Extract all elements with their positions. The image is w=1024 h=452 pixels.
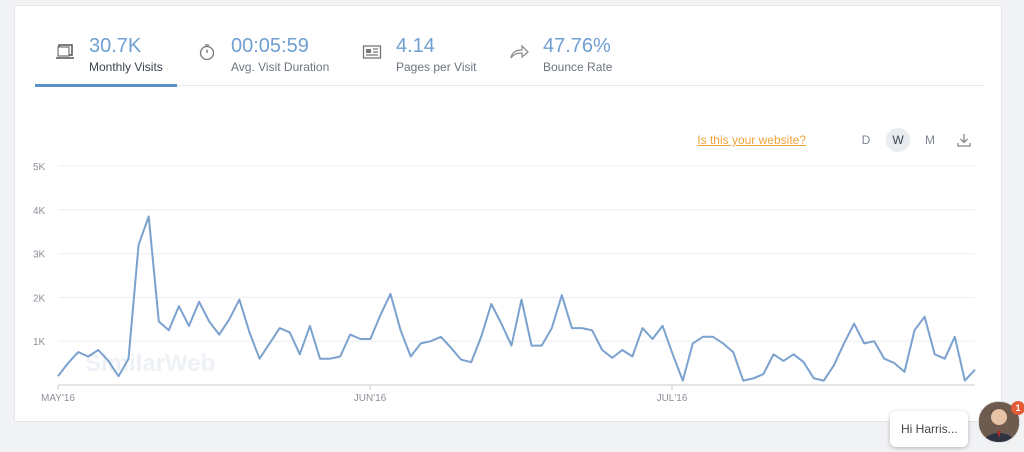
x-axis: MAY'16 JUN'16 JUL'16 <box>41 384 975 404</box>
metric-tabs: 30.7K Monthly Visits 00:05:59 Avg. Visit… <box>35 26 985 86</box>
is-this-your-website-link[interactable]: Is this your website? <box>697 133 806 147</box>
y-tick-label: 4K <box>33 206 46 217</box>
granularity-monthly[interactable]: M <box>925 133 935 147</box>
y-tick-label: 1K <box>33 337 46 348</box>
chart-grid <box>58 165 975 342</box>
tab-pages-per-visit[interactable]: 4.14 Pages per Visit <box>360 26 477 86</box>
x-tick-label: JUN'16 <box>354 393 387 404</box>
pages-per-visit-label: Pages per Visit <box>396 60 477 74</box>
visit-duration-value: 00:05:59 <box>231 35 309 57</box>
notification-badge: 1 <box>1011 401 1024 415</box>
monitor-icon <box>53 40 77 64</box>
y-tick-label: 3K <box>33 250 46 261</box>
download-icon[interactable] <box>952 128 976 152</box>
tab-monthly-visits[interactable]: 30.7K Monthly Visits <box>53 26 163 86</box>
pages-icon <box>360 40 384 64</box>
active-tab-indicator <box>35 84 177 87</box>
visits-line-chart: 1K 2K 3K 4K 5K MAY'16 JUN'16 JUL'16 SimilarWeb <box>33 162 976 404</box>
chart-toolbar: Is this your website? D W M <box>697 128 976 152</box>
series-line <box>57 215 976 382</box>
similarweb-watermark: SimilarWeb <box>85 350 215 377</box>
traffic-card: 30.7K Monthly Visits 00:05:59 Avg. Visit… <box>14 5 1002 422</box>
bounce-rate-label: Bounce Rate <box>543 60 613 74</box>
stopwatch-icon <box>195 40 219 64</box>
x-tick-label: JUL'16 <box>657 393 688 404</box>
y-tick-label: 5K <box>33 162 46 173</box>
visit-duration-label: Avg. Visit Duration <box>231 60 330 74</box>
y-axis-ticks: 1K 2K 3K 4K 5K <box>33 162 46 348</box>
monthly-visits-label: Monthly Visits <box>89 60 163 74</box>
tab-bounce-rate[interactable]: 47.76% Bounce Rate <box>507 26 612 86</box>
tab-divider <box>35 85 985 86</box>
chat-preview[interactable]: Hi Harris... <box>890 411 968 447</box>
pages-per-visit-value: 4.14 <box>396 35 435 57</box>
x-tick-label: MAY'16 <box>41 393 75 404</box>
bounce-rate-value: 47.76% <box>543 35 611 57</box>
tab-visit-duration[interactable]: 00:05:59 Avg. Visit Duration <box>195 26 329 86</box>
granularity-daily[interactable]: D <box>861 133 871 147</box>
bounce-arrow-icon <box>507 40 531 64</box>
y-tick-label: 2K <box>33 293 46 304</box>
monthly-visits-value: 30.7K <box>89 35 142 57</box>
granularity-weekly[interactable]: W <box>886 128 910 152</box>
